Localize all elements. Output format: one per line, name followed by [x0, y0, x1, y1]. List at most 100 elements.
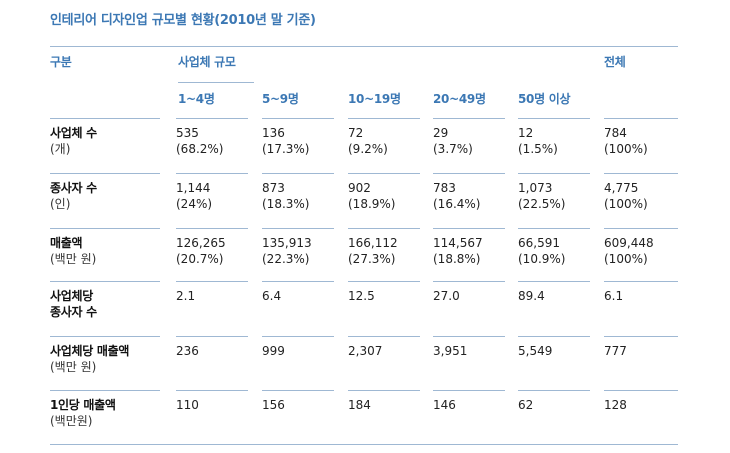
- cell-percent: (68.2%): [176, 142, 224, 156]
- row-label-unit: (개): [50, 142, 71, 156]
- cell-percent: (10.9%): [518, 252, 566, 266]
- row-separator: [176, 173, 248, 174]
- row-separator: [518, 281, 590, 282]
- table-cell: 1,073 (22.5%): [518, 180, 565, 212]
- row-separator: [262, 281, 334, 282]
- cell-percent: (24%): [176, 197, 213, 211]
- table-cell: 783 (16.4%): [433, 180, 480, 212]
- top-rule: [50, 46, 678, 47]
- row-separator: [348, 336, 420, 337]
- table-cell: 146: [433, 397, 456, 413]
- header-size-4: 20~49명: [433, 92, 486, 106]
- table-cell: 2,307: [348, 343, 382, 359]
- cell-value: 89.4: [518, 289, 545, 303]
- row-separator: [50, 173, 160, 174]
- table-cell: 12.5: [348, 288, 375, 304]
- row-label-main: 사업체당: [50, 289, 93, 303]
- cell-value: 999: [262, 344, 285, 358]
- row-separator: [50, 228, 160, 229]
- cell-percent: (9.2%): [348, 142, 388, 156]
- cell-value: 1,144: [176, 181, 211, 195]
- cell-value: 1,073: [518, 181, 553, 195]
- row-label-unit: (백만 원): [50, 252, 97, 266]
- cell-value: 136: [262, 126, 285, 140]
- cell-value: 184: [348, 398, 371, 412]
- row-separator: [348, 173, 420, 174]
- table-cell: 784 (100%): [604, 125, 648, 157]
- header-size-5: 50명 이상: [518, 92, 571, 106]
- row-separator: [262, 118, 334, 119]
- table-cell: 110: [176, 397, 199, 413]
- cell-value: 236: [176, 344, 199, 358]
- table-cell: 126,265 (20.7%): [176, 235, 226, 267]
- cell-value: 135,913: [262, 236, 312, 250]
- cell-value: 12: [518, 126, 534, 140]
- row-separator: [604, 118, 678, 119]
- table-cell: 236: [176, 343, 199, 359]
- cell-value: 110: [176, 398, 199, 412]
- row-separator: [262, 173, 334, 174]
- row-separator: [176, 336, 248, 337]
- cell-percent: (100%): [604, 142, 648, 156]
- row-label-unit: (백만원): [50, 414, 93, 428]
- table-cell: 902 (18.9%): [348, 180, 395, 212]
- cell-value: 4,775: [604, 181, 639, 195]
- table-cell: 777: [604, 343, 627, 359]
- table-cell: 873 (18.3%): [262, 180, 309, 212]
- table-cell: 6.1: [604, 288, 623, 304]
- row-separator: [433, 281, 505, 282]
- row-separator: [604, 228, 678, 229]
- row-separator: [176, 118, 248, 119]
- row-label-main: 종사자 수: [50, 181, 97, 195]
- cell-value: 27.0: [433, 289, 460, 303]
- cell-value: 166,112: [348, 236, 398, 250]
- row-separator: [50, 281, 160, 282]
- row-label-line2: 종사자 수: [50, 305, 97, 319]
- header-total: 전체: [604, 55, 626, 69]
- table-cell: 156: [262, 397, 285, 413]
- cell-value: 66,591: [518, 236, 560, 250]
- row-separator: [348, 118, 420, 119]
- row-label: 사업체당 매출액 (백만 원): [50, 343, 129, 375]
- cell-value: 12.5: [348, 289, 375, 303]
- row-separator: [348, 390, 420, 391]
- table-cell: 136 (17.3%): [262, 125, 309, 157]
- cell-percent: (18.8%): [433, 252, 481, 266]
- row-separator: [262, 228, 334, 229]
- cell-value: 156: [262, 398, 285, 412]
- row-separator: [518, 118, 590, 119]
- cell-value: 6.1: [604, 289, 624, 303]
- table-cell: 12 (1.5%): [518, 125, 558, 157]
- table-cell: 62: [518, 397, 533, 413]
- row-separator: [348, 281, 420, 282]
- row-separator: [433, 336, 505, 337]
- table-cell: 114,567 (18.8%): [433, 235, 483, 267]
- row-label: 매출액 (백만 원): [50, 235, 96, 267]
- table-cell: 609,448 (100%): [604, 235, 654, 267]
- cell-value: 6.4: [262, 289, 282, 303]
- table-cell: 166,112 (27.3%): [348, 235, 398, 267]
- cell-value: 535: [176, 126, 199, 140]
- row-label: 1인당 매출액 (백만원): [50, 397, 116, 429]
- row-separator: [433, 173, 505, 174]
- row-separator: [50, 390, 160, 391]
- table-cell: 4,775 (100%): [604, 180, 648, 212]
- cell-percent: (27.3%): [348, 252, 396, 266]
- table-cell: 128: [604, 397, 627, 413]
- cell-value: 62: [518, 398, 534, 412]
- cell-percent: (22.5%): [518, 197, 566, 211]
- cell-value: 902: [348, 181, 371, 195]
- row-separator: [433, 390, 505, 391]
- cell-percent: (22.3%): [262, 252, 310, 266]
- row-label-main: 매출액: [50, 236, 83, 250]
- cell-percent: (100%): [604, 252, 648, 266]
- cell-value: 783: [433, 181, 456, 195]
- header-size-2: 5~9명: [262, 92, 299, 106]
- row-separator: [604, 336, 678, 337]
- table-cell: 27.0: [433, 288, 460, 304]
- header-category: 구분: [50, 55, 72, 69]
- row-separator: [604, 390, 678, 391]
- row-separator: [348, 228, 420, 229]
- cell-value: 128: [604, 398, 627, 412]
- row-label: 사업체 수 (개): [50, 125, 97, 157]
